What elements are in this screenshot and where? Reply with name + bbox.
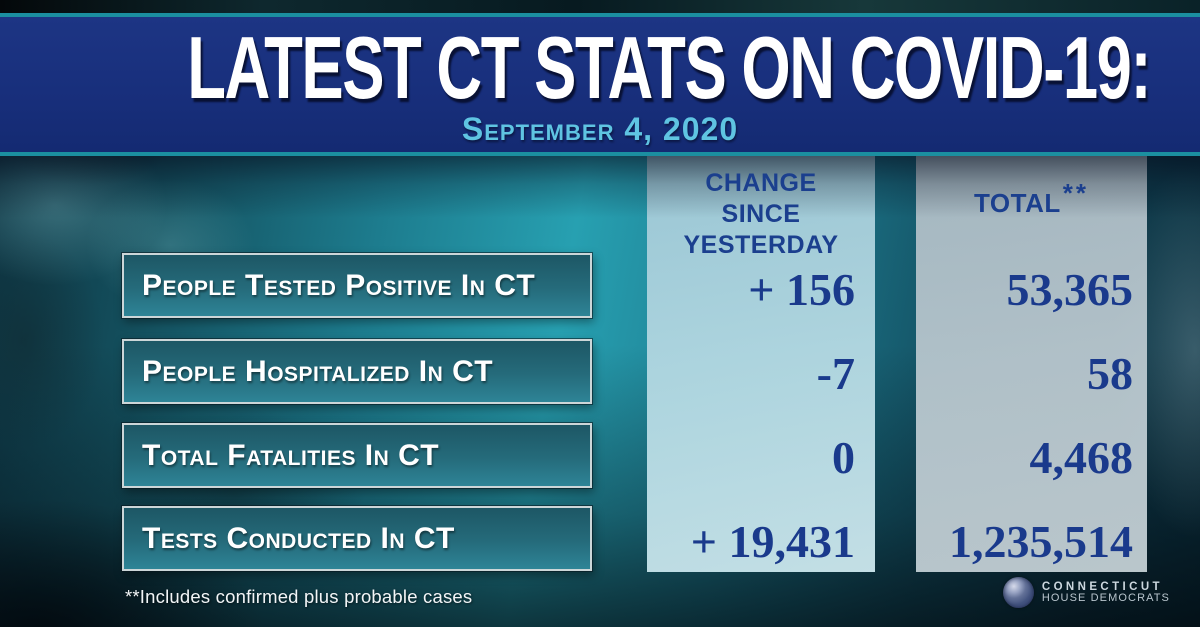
header-date: September 4, 2020 [461, 111, 739, 147]
change-header-line: SINCE [721, 200, 801, 228]
stat-label-box-tests: Tests Conducted In CT [122, 506, 592, 571]
change-header-line: YESTERDAY [683, 231, 839, 259]
stat-label: Total Fatalities In CT [142, 438, 440, 472]
chd-seal-icon [1002, 577, 1034, 608]
change-value-fatalities: 0 [832, 432, 855, 483]
stat-label-box-positive: People Tested Positive In CT [122, 253, 592, 318]
change-value-hospitalized: -7 [816, 348, 855, 399]
chd-logo: CONNECTICUT HOUSE DEMOCRATS [1002, 577, 1170, 608]
header-banner: LATEST CT STATS ON COVID-19: September 4… [0, 13, 1200, 156]
stat-label-box-hospitalized: People Hospitalized In CT [122, 339, 592, 404]
change-since-yesterday-column [647, 156, 875, 572]
total-header-label: TOTAL [974, 188, 1061, 218]
page-title: LATEST CT STATS ON COVID-19: [187, 18, 1151, 117]
stat-label: People Hospitalized In CT [142, 354, 494, 388]
total-value-tests: 1,235,514 [949, 516, 1133, 567]
top-dark-strip [0, 0, 1200, 13]
total-value-hospitalized: 58 [1087, 348, 1133, 399]
total-column [916, 156, 1147, 572]
chd-logo-line1: CONNECTICUT [1041, 580, 1163, 593]
stat-label: Tests Conducted In CT [142, 521, 455, 555]
footnote-marker: ** [1062, 178, 1089, 208]
change-value-positive: + 156 [748, 264, 855, 315]
total-value-fatalities: 4,468 [1029, 432, 1134, 483]
change-value-tests: + 19,431 [690, 516, 855, 567]
stat-label-box-fatalities: Total Fatalities In CT [122, 423, 592, 488]
stat-label: People Tested Positive In CT [142, 268, 536, 302]
total-column-header: TOTAL** [916, 178, 1147, 218]
chd-logo-text: CONNECTICUT HOUSE DEMOCRATS [1042, 581, 1170, 605]
chd-logo-line2: HOUSE DEMOCRATS [1041, 591, 1170, 604]
total-value-positive: 53,365 [1006, 264, 1134, 315]
change-column-header: CHANGE SINCE YESTERDAY [647, 168, 875, 261]
change-header-line: CHANGE [705, 169, 817, 197]
footnote-text: **Includes confirmed plus probable cases [125, 586, 473, 607]
